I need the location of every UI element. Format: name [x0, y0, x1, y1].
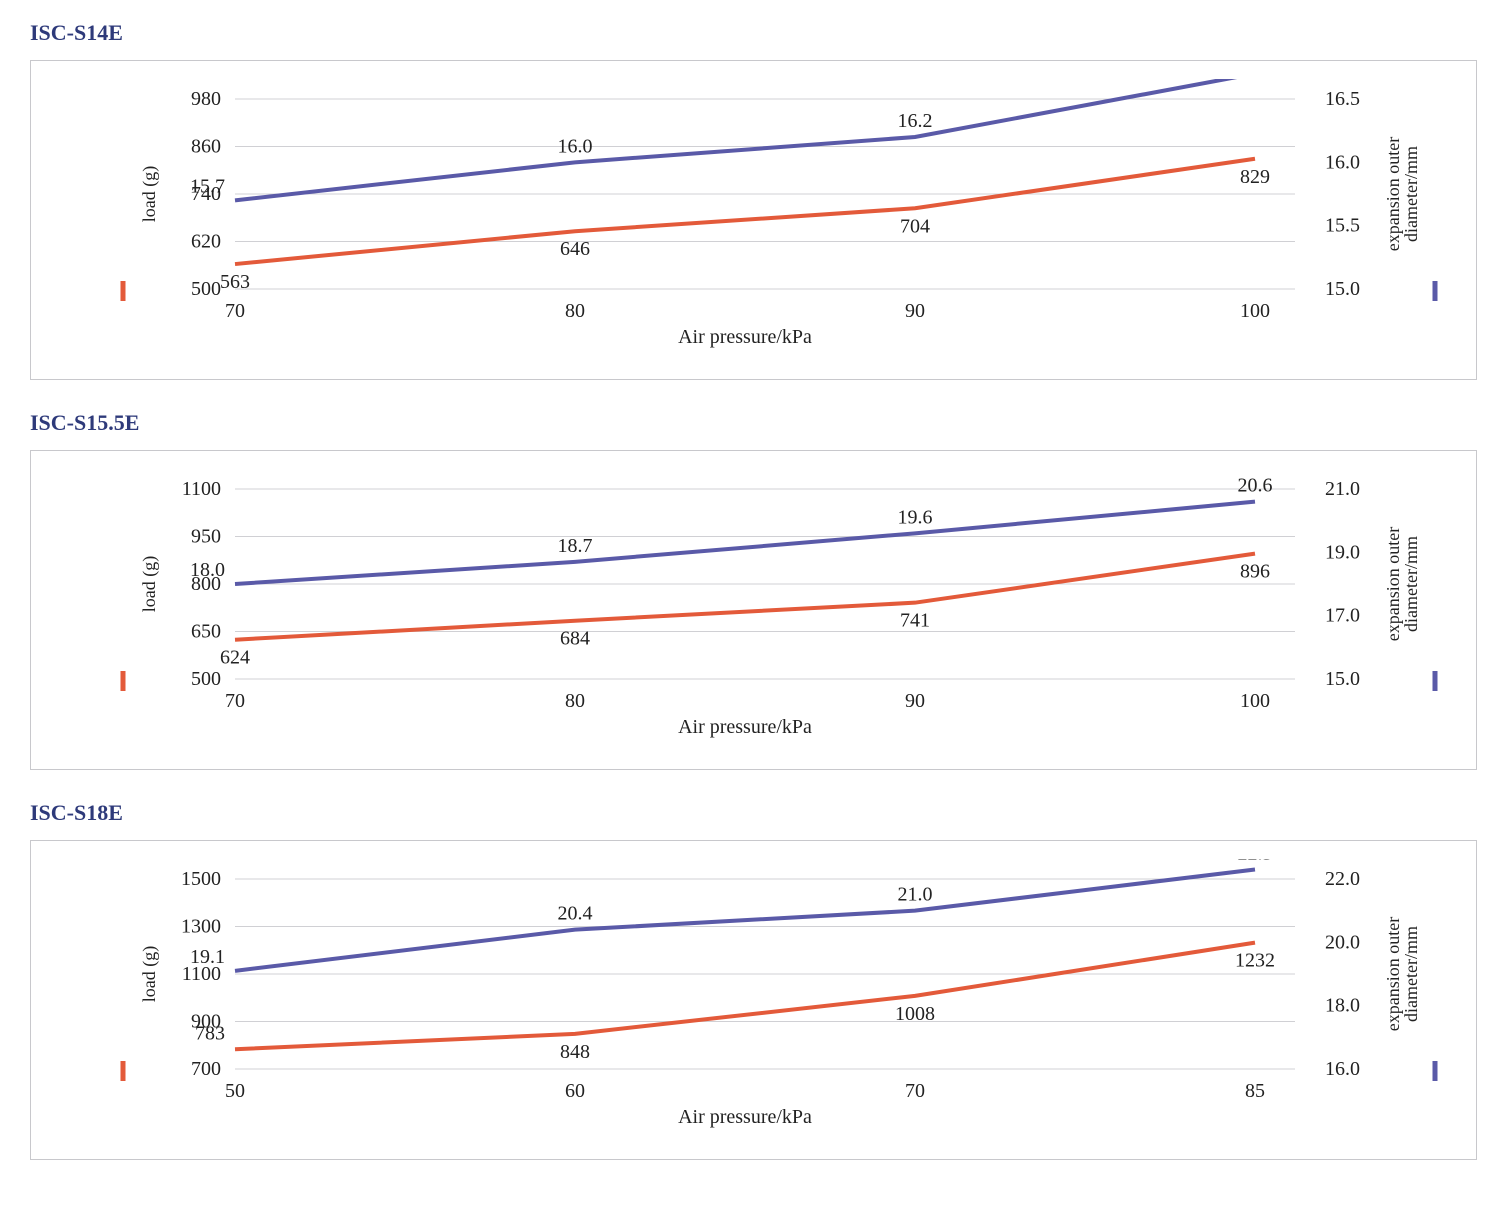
- chart-frame: 70090011001300150016.018.020.022.0506070…: [30, 840, 1477, 1160]
- x-tick: 90: [905, 690, 925, 712]
- y-right-tick: 21.0: [1325, 478, 1360, 500]
- y-left-tick: 500: [191, 278, 221, 300]
- y-left-tick: 500: [191, 668, 221, 690]
- y-left-tick: 1100: [182, 478, 221, 500]
- diameter-value: 22.3: [1238, 859, 1273, 865]
- diameter-value: 20.4: [558, 903, 593, 925]
- load-value: 829: [1240, 166, 1270, 188]
- diameter-line: [235, 870, 1255, 971]
- x-tick: 70: [225, 300, 245, 322]
- x-tick: 100: [1240, 690, 1270, 712]
- x-tick: 70: [225, 690, 245, 712]
- diameter-value: 16.2: [898, 110, 933, 132]
- load-value: 1232: [1235, 950, 1275, 972]
- chart-svg: 500650800950110015.017.019.021.070809010…: [55, 469, 1455, 749]
- y-right-tick: 22.0: [1325, 868, 1360, 890]
- y-left-tick: 860: [191, 136, 221, 158]
- y-left-label: load (g): [139, 946, 160, 1002]
- y-right-tick: 16.5: [1325, 88, 1360, 110]
- x-tick: 85: [1245, 1080, 1265, 1102]
- y-right-tick: 15.0: [1325, 668, 1360, 690]
- y-left-tick: 980: [191, 88, 221, 110]
- y-left-tick: 1300: [181, 916, 221, 938]
- load-line: [235, 554, 1255, 640]
- load-value: 896: [1240, 561, 1270, 583]
- x-axis-label: Air pressure/kPa: [678, 326, 812, 348]
- y-right-tick: 16.0: [1325, 151, 1360, 173]
- y-left-tick: 950: [191, 526, 221, 548]
- diameter-value: 18.0: [190, 559, 225, 581]
- diameter-value: 20.6: [1238, 475, 1273, 497]
- y-left-tick: 650: [191, 621, 221, 643]
- chart-title: ISC-S15.5E: [30, 410, 1477, 436]
- chart-block-s18e: ISC-S18E 70090011001300150016.018.020.02…: [30, 800, 1477, 1160]
- x-axis-label: Air pressure/kPa: [678, 1106, 812, 1128]
- x-axis-label: Air pressure/kPa: [678, 716, 812, 738]
- y-right-label: expansion outerdiameter/mm: [1383, 917, 1421, 1031]
- load-value: 684: [560, 628, 590, 650]
- y-left-tick: 620: [191, 231, 221, 253]
- x-tick: 50: [225, 1080, 245, 1102]
- load-value: 848: [560, 1041, 590, 1063]
- load-line: [235, 159, 1255, 264]
- diameter-value: 21.0: [898, 884, 933, 906]
- diameter-value: 15.7: [190, 175, 225, 197]
- x-tick: 100: [1240, 300, 1270, 322]
- diameter-value: 19.1: [190, 946, 225, 968]
- load-value: 624: [220, 647, 250, 669]
- y-right-tick: 17.0: [1325, 605, 1360, 627]
- diameter-value: 19.6: [898, 506, 933, 528]
- charts-container: ISC-S14E 50062074086098015.015.516.016.5…: [30, 20, 1477, 1160]
- y-left-label: load (g): [139, 166, 160, 222]
- diameter-line: [235, 502, 1255, 584]
- y-right-label: expansion outerdiameter/mm: [1383, 137, 1421, 251]
- chart-frame: 50062074086098015.015.516.016.5708090100…: [30, 60, 1477, 380]
- y-left-tick: 1500: [181, 868, 221, 890]
- load-value: 741: [900, 610, 930, 632]
- load-value: 646: [560, 238, 590, 260]
- x-tick: 60: [565, 1080, 585, 1102]
- chart-svg: 70090011001300150016.018.020.022.0506070…: [55, 859, 1455, 1139]
- y-right-tick: 20.0: [1325, 931, 1360, 953]
- x-tick: 70: [905, 1080, 925, 1102]
- load-value: 563: [220, 271, 250, 293]
- y-right-tick: 15.0: [1325, 278, 1360, 300]
- chart-block-s15.5e: ISC-S15.5E 500650800950110015.017.019.02…: [30, 410, 1477, 770]
- y-right-tick: 16.0: [1325, 1058, 1360, 1080]
- diameter-value: 18.7: [558, 535, 593, 557]
- y-right-tick: 18.0: [1325, 995, 1360, 1017]
- y-right-tick: 19.0: [1325, 541, 1360, 563]
- y-right-tick: 15.5: [1325, 215, 1360, 237]
- x-tick: 80: [565, 690, 585, 712]
- y-right-label: expansion outerdiameter/mm: [1383, 527, 1421, 641]
- chart-title: ISC-S14E: [30, 20, 1477, 46]
- load-line: [235, 943, 1255, 1050]
- chart-title: ISC-S18E: [30, 800, 1477, 826]
- chart-frame: 500650800950110015.017.019.021.070809010…: [30, 450, 1477, 770]
- chart-block-s14e: ISC-S14E 50062074086098015.015.516.016.5…: [30, 20, 1477, 380]
- load-value: 783: [195, 1022, 225, 1044]
- diameter-value: 16.0: [558, 135, 593, 157]
- chart-svg: 50062074086098015.015.516.016.5708090100…: [55, 79, 1455, 359]
- y-left-label: load (g): [139, 556, 160, 612]
- y-left-tick: 700: [191, 1058, 221, 1080]
- x-tick: 80: [565, 300, 585, 322]
- x-tick: 90: [905, 300, 925, 322]
- load-value: 1008: [895, 1003, 935, 1025]
- load-value: 704: [900, 215, 930, 237]
